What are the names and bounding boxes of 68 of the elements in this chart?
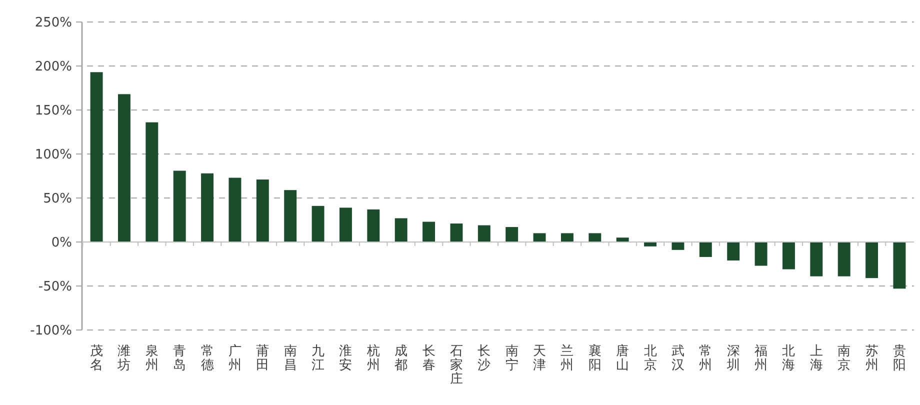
x-tick-label: 南京	[838, 344, 851, 373]
bar	[866, 242, 878, 278]
x-tick-label: 淮安	[339, 344, 352, 373]
bar	[506, 227, 518, 242]
x-tick-label: 茂名	[90, 344, 104, 373]
x-tick-label: 兰州	[560, 344, 574, 373]
bar	[588, 233, 602, 242]
x-tick-label: 南宁	[505, 344, 518, 373]
bar	[533, 233, 546, 242]
bar	[422, 222, 436, 242]
x-tick-label: 长春	[422, 344, 436, 373]
bar	[394, 218, 408, 242]
x-tick-label: 成都	[394, 344, 408, 373]
y-tick-label: 0%	[51, 236, 72, 251]
x-tick-label: 深圳	[726, 344, 740, 373]
x-tick-label: 苏州	[865, 344, 878, 373]
x-tick-label: 武汉	[671, 344, 684, 373]
y-tick-label: 100%	[34, 148, 72, 163]
bar	[118, 94, 130, 242]
x-tick-label: 贵阳	[892, 344, 906, 373]
y-tick-label: 200%	[34, 60, 72, 75]
x-tick-label: 福州	[754, 344, 768, 373]
bar	[754, 242, 768, 266]
bar	[782, 242, 795, 270]
bar	[560, 233, 574, 242]
x-tick-label: 石家庄	[450, 344, 463, 387]
bar	[173, 170, 186, 242]
bar	[727, 242, 740, 260]
bar	[146, 122, 158, 242]
x-tick-label: 泉州	[145, 344, 158, 373]
bar	[838, 242, 850, 276]
x-tick-label: 九江	[312, 344, 325, 373]
y-tick-label: 50%	[43, 192, 72, 207]
x-tick-label: 青岛	[173, 344, 186, 373]
x-tick-label: 上海	[810, 344, 823, 373]
x-tick-label: 南昌	[284, 344, 297, 373]
x-tick-label: 潍坊	[116, 344, 131, 373]
x-tick-label: 杭州	[366, 344, 380, 373]
y-tick-label: -100%	[30, 324, 72, 339]
x-tick-label: 长沙	[478, 344, 491, 373]
bar	[256, 180, 269, 242]
bar	[644, 242, 657, 246]
bar	[228, 178, 242, 242]
y-tick-label: 150%	[34, 104, 72, 119]
bar	[810, 242, 823, 276]
x-tick-label: 天津	[533, 344, 546, 373]
bar	[201, 173, 214, 242]
bar	[478, 225, 490, 242]
bar	[450, 224, 463, 242]
bar	[699, 242, 712, 257]
bar	[672, 242, 684, 250]
bar	[284, 190, 297, 242]
x-tick-label: 襄阳	[588, 343, 602, 373]
bar	[339, 208, 352, 242]
bar	[90, 72, 103, 242]
x-tick-label: 常德	[200, 344, 214, 373]
bar	[367, 209, 380, 242]
x-tick-label: 唐山	[616, 344, 630, 373]
bar	[616, 238, 629, 242]
x-tick-label: 广州	[228, 344, 242, 373]
x-tick-label: 常州	[699, 344, 712, 373]
y-tick-label: -50%	[38, 280, 72, 295]
bar	[893, 242, 906, 289]
x-tick-label: 北海	[782, 344, 796, 373]
x-tick-label: 莆田	[256, 344, 270, 373]
y-tick-label: 250%	[34, 16, 72, 31]
x-tick-label: 北京	[644, 344, 657, 373]
bar	[312, 206, 324, 242]
